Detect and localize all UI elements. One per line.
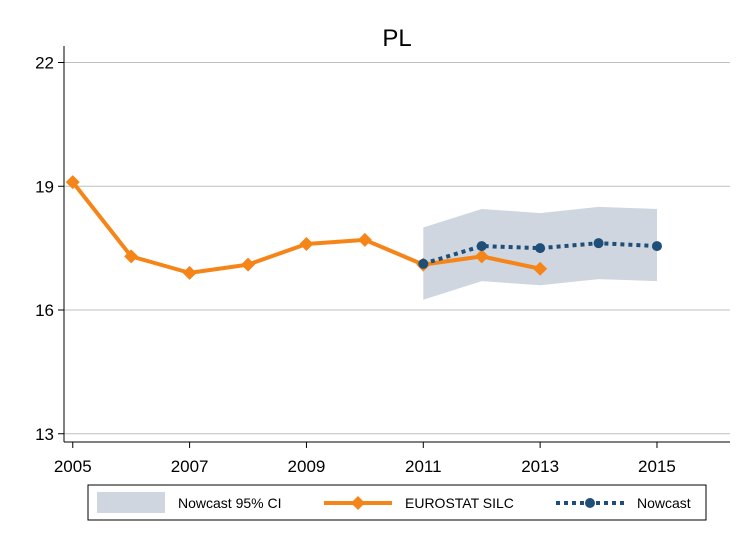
nowcast-line	[422, 241, 658, 266]
ci-band-layer	[423, 206, 657, 300]
legend-swatch-ci	[97, 492, 165, 513]
legend: Nowcast 95% CI EUROSTAT SILC Nowcast	[87, 484, 707, 521]
eurostat-silc-point	[299, 237, 314, 251]
eurostat-silc-point	[182, 265, 197, 280]
nowcast-point	[535, 243, 546, 254]
eurostat-silc-point	[533, 261, 548, 276]
eurostat-silc-point	[474, 249, 489, 264]
x-tick-label: 2007	[171, 457, 209, 476]
legend-swatch-nowcast-marker	[585, 498, 595, 508]
x-tick-label: 2011	[405, 457, 442, 476]
axes	[63, 46, 730, 443]
legend-label-ci: Nowcast 95% CI	[178, 495, 281, 511]
x-tick-label: 2013	[521, 457, 559, 476]
legend-label-eurostat: EUROSTAT SILC	[405, 495, 514, 511]
y-tick-label: 16	[35, 301, 54, 320]
eurostat-silc-point	[241, 257, 256, 272]
y-tick-label: 22	[35, 54, 54, 73]
eurostat-silc-point	[65, 175, 80, 190]
legend-box	[87, 484, 707, 521]
tick-layer: 13 16 19 22 2005 2007 2009 2011 2013 2015	[35, 54, 676, 477]
legend-label-nowcast: Nowcast	[637, 495, 691, 511]
nowcast-point	[476, 241, 487, 252]
nowcast-point	[418, 258, 429, 269]
x-tick-label: 2009	[288, 457, 326, 476]
eurostat-silc-point	[124, 249, 139, 264]
x-tick-label: 2005	[54, 457, 92, 476]
nowcast-point	[593, 238, 604, 249]
series-layer	[65, 175, 662, 280]
gridlines	[64, 62, 730, 435]
x-tick-label: 2015	[638, 457, 676, 476]
legend-swatch-eurostat-marker	[351, 496, 365, 510]
eurostat-silc-point	[357, 232, 372, 247]
y-tick-label: 13	[35, 425, 54, 444]
nowcast-ci-band	[423, 206, 657, 300]
nowcast-point	[651, 241, 662, 252]
y-tick-label: 19	[35, 177, 54, 196]
chart-title: PL	[382, 25, 411, 52]
